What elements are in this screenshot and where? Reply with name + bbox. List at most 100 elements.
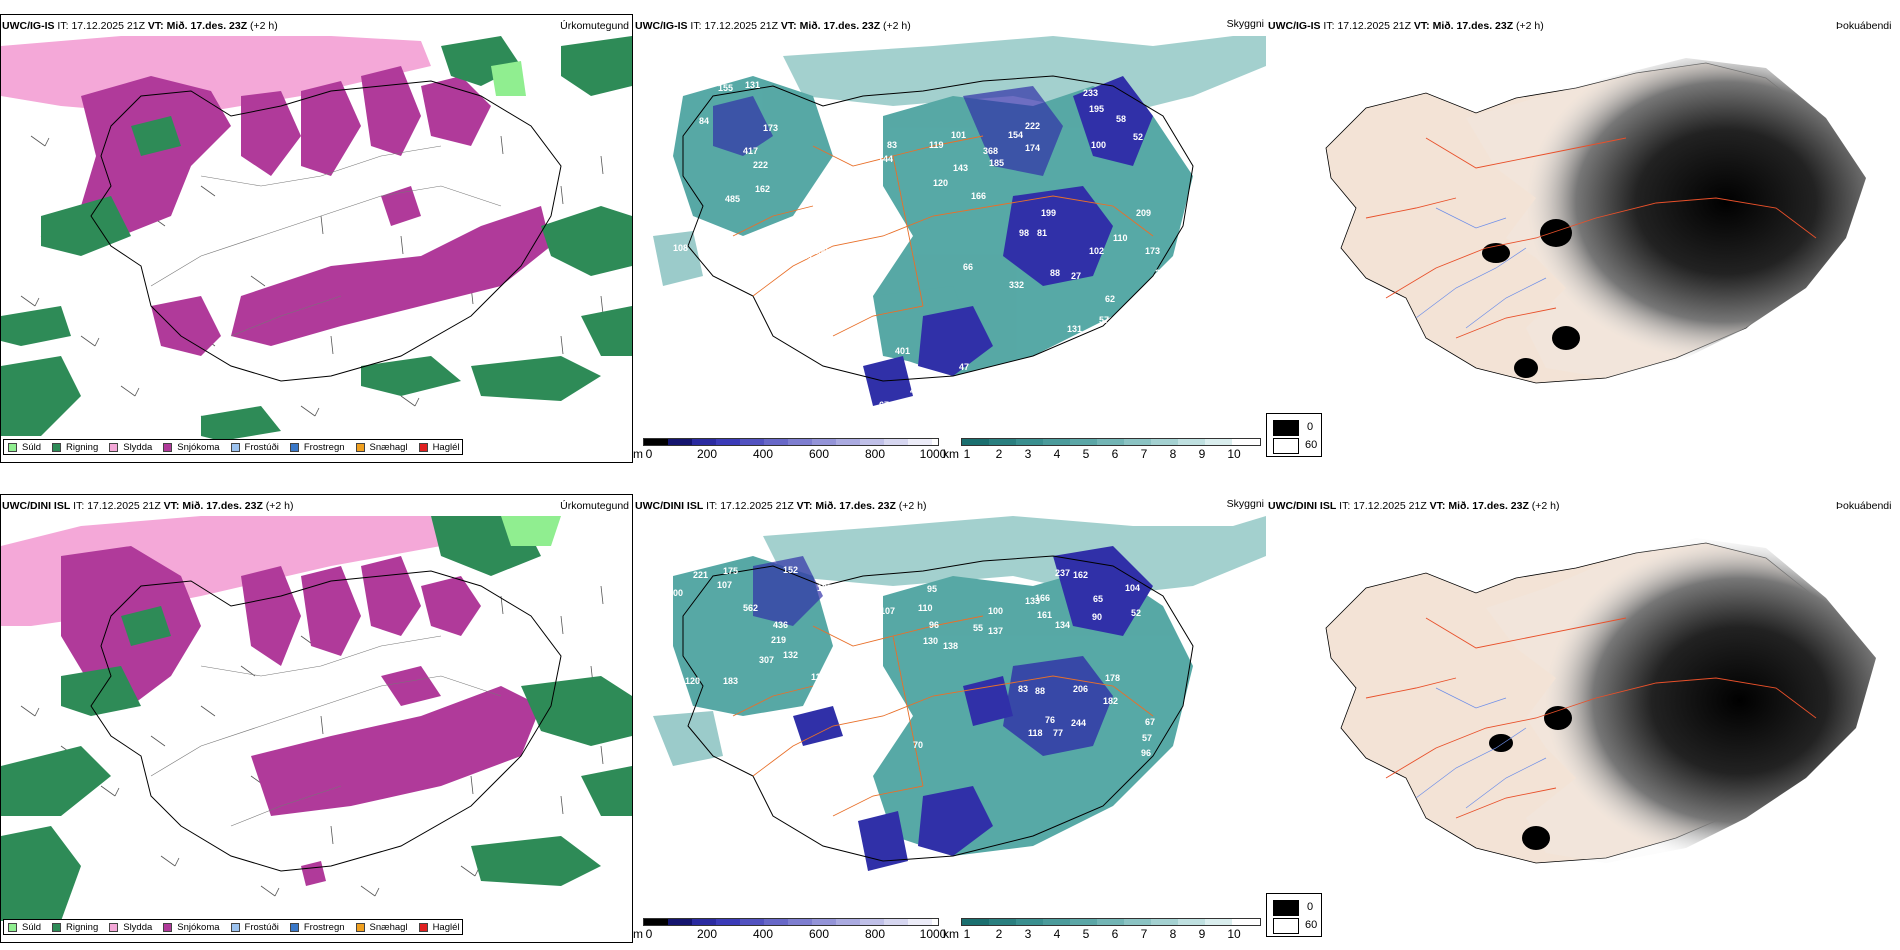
vis-label: 233 (1083, 88, 1098, 98)
it-label: IT: (1339, 500, 1351, 512)
vt-value: Mið. 17.des. 23Z (1432, 20, 1514, 32)
visibility-unit: km (943, 447, 959, 461)
run-header-1: UWC/IG-IS IT: 17.12.2025 21Z VT: Mið. 17… (2, 20, 278, 32)
legend-item-snow: Snjókoma (163, 442, 220, 453)
vis-label: 222 (753, 160, 768, 170)
vis-label: 76 (1045, 715, 1055, 725)
legend-item-hail: Haglél (418, 442, 460, 453)
vt-label: VT: (1429, 500, 1446, 512)
fog-field (1466, 58, 1866, 378)
precip-legend-2: Súld Rigning Slydda Snjókoma Frostúði Fr… (3, 919, 463, 935)
legend-item-freezing-rain: Frostregn (289, 922, 345, 933)
vis-label: 436 (773, 620, 788, 630)
lead-time: (+2 h) (250, 20, 278, 32)
vis-label: 130 (923, 636, 938, 646)
vis-label: 174 (1025, 143, 1040, 153)
legend-item-freezing-drizzle: Frostúði (230, 442, 279, 453)
vis-label: 83 (1018, 684, 1028, 694)
iceland-outline (90, 80, 562, 382)
run-header-1c: UWC/IG-IS IT: 17.12.2025 21Z VT: Mið. 17… (1268, 20, 1544, 32)
vt-value: Mið. 17.des. 23Z (799, 20, 881, 32)
vis-label: 307 (759, 655, 774, 665)
vis-label: 131 (745, 80, 760, 90)
vis-title: Skyggni (1226, 18, 1264, 30)
vt-label: VT: (1413, 20, 1430, 32)
vis-label: 562 (743, 603, 758, 613)
legend-item-freezing-drizzle: Frostúði (230, 922, 279, 933)
ceiling-colorbar-1: m 0 200 400 600 800 1000 (633, 438, 946, 461)
vis-label: 185 (817, 583, 832, 593)
vis-label: 137 (988, 626, 1003, 636)
vis-label: 110 (1113, 233, 1128, 243)
vis-label: 155 (718, 83, 733, 93)
vis-label: 133 (1025, 596, 1040, 606)
legend-item-rain: Rigning (52, 442, 98, 453)
vis-label: 58 (1116, 114, 1126, 124)
vis-panel-2: UWC/DINI ISL IT: 17.12.2025 21Z VT: Mið.… (633, 494, 1266, 943)
vis-label: 209 (1136, 208, 1151, 218)
legend-item-sleet: Slydda (109, 442, 152, 453)
fog-spots (1482, 219, 1580, 378)
vis-label: 55 (973, 623, 983, 633)
vis-label: 100 (988, 606, 1003, 616)
river-lines (1415, 687, 1547, 809)
iceland-outline (682, 75, 1194, 382)
legend-item-sleet: Slydda (109, 922, 152, 933)
vis-label: 83 (887, 140, 897, 150)
vis-label: 250 (813, 246, 828, 256)
fog-field (1486, 538, 1876, 863)
vt-value: Mið. 17.des. 23Z (815, 500, 896, 512)
vis-label: 67 (1145, 717, 1155, 727)
vis-label: 162 (755, 184, 770, 194)
vis-label: 120 (933, 178, 948, 188)
precip-map-1 (1, 36, 632, 441)
fog-legend-label-0: 0 (1307, 421, 1314, 433)
ceiling-unit: m (633, 927, 643, 941)
precip-map-2 (1, 516, 632, 921)
vt-value: Mið. 17.des. 23Z (182, 500, 263, 512)
vis-label: 173 (1145, 246, 1160, 256)
road-lines (150, 635, 502, 827)
vis-label: 107 (717, 580, 732, 590)
vis-label: 66 (963, 262, 973, 272)
fog-title: Þokuábendi (1836, 20, 1892, 32)
vis-label: 246 (1155, 268, 1170, 278)
vis-label: 108 (673, 243, 688, 253)
vis-label: 57 (1142, 733, 1152, 743)
vis-panel-1: UWC/IG-IS IT: 17.12.2025 21Z VT: Mið. 17… (633, 14, 1266, 463)
lead-time: (+2 h) (265, 500, 294, 512)
vis-label: 96 (1141, 748, 1151, 758)
model-name: UWC/DINI ISL (1268, 500, 1337, 512)
it-value: 17.12.2025 21Z (71, 20, 145, 32)
run-header-2b: UWC/DINI ISL IT: 17.12.2025 21Z VT: Mið.… (635, 500, 927, 512)
road-network (732, 135, 1154, 337)
rain-areas (1, 516, 632, 921)
vis-label: 42 (913, 880, 923, 890)
vis-label: 183 (723, 676, 738, 686)
vis-map-1: 155 131 84 173 417 222 485 162 311 108 2… (633, 36, 1266, 436)
fog-panel-2: UWC/DINI ISL IT: 17.12.2025 21Z VT: Mið.… (1266, 494, 1900, 943)
vis-label: 95 (927, 584, 937, 594)
it-label: IT: (73, 500, 85, 512)
vis-label: 195 (1089, 104, 1104, 114)
vis-label: 65 (1093, 594, 1103, 604)
vis-label: 119 (929, 140, 944, 150)
vis-label: 131 (1067, 324, 1082, 334)
legend-item-snow-pellets: Snæhagl (355, 442, 408, 453)
ceiling-color-segments (643, 918, 939, 926)
road-network (1365, 617, 1817, 819)
fog-map-1 (1306, 38, 1900, 438)
fog-panel-1: UWC/IG-IS IT: 17.12.2025 21Z VT: Mið. 17… (1266, 14, 1900, 463)
fog-legend-1: 0 60 (1266, 413, 1322, 457)
lead-time: (+2 h) (883, 20, 911, 32)
visibility-colorbar-2: km 1 2 3 4 5 6 7 8 9 10 (943, 918, 1263, 941)
ceiling-unit: m (633, 447, 643, 461)
vt-value: Mið. 17.des. 23Z (1448, 500, 1529, 512)
vis-label: 77 (1053, 728, 1063, 738)
vis-label: 166 (971, 191, 986, 201)
vis-label: 368 (983, 146, 998, 156)
vis-label: 198 (841, 148, 856, 158)
drizzle-area (491, 61, 526, 96)
vis-label: 166 (1035, 593, 1050, 603)
vis-value-labels: 221 175 152 500 107 562 185 436 219 132 … (667, 565, 1248, 890)
